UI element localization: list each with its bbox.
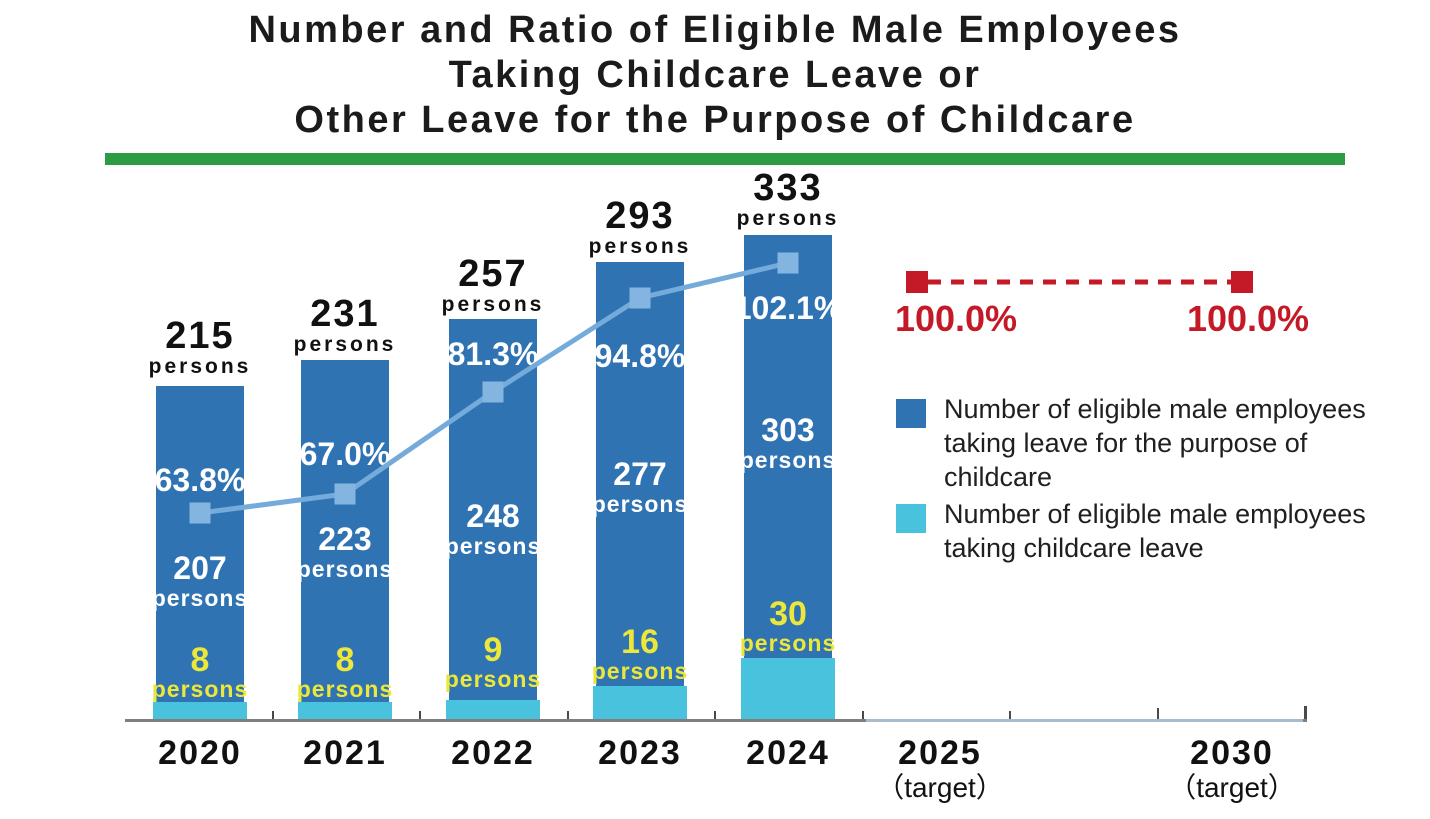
- bar-segment-childcare-2021: [298, 702, 392, 722]
- xlabel-year: 2030: [1190, 734, 1274, 772]
- total-unit: persons: [148, 355, 252, 378]
- other-leave-unit: persons: [739, 447, 837, 473]
- childcare-value: 9: [483, 631, 503, 669]
- chart-title-line2: Taking Childcare Leave or: [448, 54, 982, 96]
- bar-segment-childcare-2024: [741, 658, 835, 722]
- childcare-label-2024: 30 persons: [739, 595, 837, 656]
- legend-swatch-childcare-icon: [896, 504, 926, 533]
- axis-tick: [567, 711, 569, 719]
- axis-tick: [272, 711, 274, 719]
- axis-tick: [862, 711, 864, 719]
- other-leave-label-2023: 277 persons: [592, 458, 688, 518]
- other-leave-label-2022: 248 persons: [445, 500, 541, 560]
- childcare-label-2020: 8 persons: [151, 641, 249, 702]
- legend-swatch-other-leave-icon: [896, 399, 926, 428]
- green-divider: [105, 153, 1345, 165]
- childcare-label-2022: 9 persons: [444, 631, 542, 692]
- x-axis-line: [125, 719, 1307, 722]
- axis-tick: [714, 711, 716, 719]
- total-label-2022: 257 persons: [441, 253, 545, 316]
- xlabel-target-suffix: （target）: [1168, 772, 1296, 803]
- xlabel-2023: 2023: [598, 734, 682, 772]
- childcare-label-2023: 16 persons: [591, 623, 689, 684]
- childcare-value: 8: [190, 641, 210, 679]
- axis-end-tick: [1304, 706, 1307, 719]
- childcare-unit: persons: [151, 676, 249, 702]
- ratio-label-2023: 94.8%: [594, 338, 686, 374]
- other-leave-unit: persons: [444, 533, 542, 559]
- target-marker-icon: [1231, 271, 1253, 293]
- xlabel-2021: 2021: [303, 734, 387, 772]
- other-leave-unit: persons: [591, 491, 689, 517]
- total-unit: persons: [441, 293, 545, 316]
- other-leave-value: 303: [761, 412, 815, 448]
- total-value: 257: [458, 253, 528, 295]
- other-leave-label-2020: 207 persons: [152, 552, 248, 612]
- target-value-2025: 100.0%: [894, 298, 1018, 339]
- total-label-2021: 231 persons: [293, 293, 397, 356]
- ratio-label-2022: 81.3%: [447, 336, 539, 372]
- target-marker-icon: [906, 271, 928, 293]
- total-label-2024: 333 persons: [736, 167, 840, 230]
- total-value: 231: [310, 293, 380, 335]
- ratio-label-2021: 67.0%: [299, 436, 391, 472]
- other-leave-label-2021: 223 persons: [297, 523, 393, 583]
- total-label-2023: 293 persons: [588, 195, 692, 258]
- legend-item-childcare: Number of eligible male employees taking…: [944, 499, 1366, 563]
- childcare-value: 8: [335, 641, 355, 679]
- xlabel-year: 2025: [898, 734, 982, 772]
- ratio-label-2020: 63.8%: [154, 462, 246, 498]
- other-leave-value: 248: [466, 498, 520, 534]
- childcare-unit: persons: [739, 630, 837, 656]
- total-unit: persons: [588, 235, 692, 258]
- childcare-unit: persons: [296, 676, 394, 702]
- total-label-2020: 215 persons: [148, 315, 252, 378]
- total-value: 333: [753, 167, 823, 209]
- bar-segment-childcare-2023: [593, 686, 687, 722]
- axis-tick: [419, 711, 421, 719]
- total-value: 215: [165, 315, 235, 357]
- chart-title: Number and Ratio of Eligible Male Employ…: [0, 8, 1430, 143]
- xlabel-2020: 2020: [158, 734, 242, 772]
- childcare-unit: persons: [444, 666, 542, 692]
- other-leave-value: 207: [173, 550, 227, 586]
- total-unit: persons: [736, 207, 840, 230]
- chart-title-line3: Other Leave for the Purpose of Childcare: [294, 99, 1136, 141]
- xlabel-2025-target: 2025 （target）: [876, 735, 1004, 804]
- other-leave-unit: persons: [296, 556, 394, 582]
- xlabel-target-suffix: （target）: [876, 772, 1004, 803]
- other-leave-value: 277: [613, 456, 667, 492]
- total-value: 293: [605, 195, 675, 237]
- childcare-value: 30: [769, 595, 807, 633]
- axis-tick: [1009, 711, 1011, 719]
- xlabel-2030-target: 2030 （target）: [1168, 735, 1296, 804]
- x-axis-line-light-segment: [866, 719, 1303, 722]
- childcare-unit: persons: [591, 658, 689, 684]
- xlabel-2024: 2024: [746, 734, 830, 772]
- axis-tick: [1157, 708, 1159, 719]
- xlabel-2022: 2022: [451, 734, 535, 772]
- chart-title-line1: Number and Ratio of Eligible Male Employ…: [248, 9, 1182, 51]
- childcare-label-2021: 8 persons: [296, 641, 394, 702]
- legend-item-other-leave: Number of eligible male employees taking…: [944, 394, 1366, 492]
- other-leave-label-2024: 303 persons: [740, 414, 836, 474]
- other-leave-value: 223: [318, 521, 372, 557]
- childcare-value: 16: [621, 623, 659, 661]
- bar-segment-childcare-2022: [446, 700, 540, 722]
- ratio-label-2024: 102.1%: [733, 290, 843, 326]
- other-leave-unit: persons: [151, 585, 249, 611]
- bar-segment-childcare-2020: [153, 702, 247, 722]
- total-unit: persons: [293, 333, 397, 356]
- target-value-2030: 100.0%: [1186, 298, 1310, 339]
